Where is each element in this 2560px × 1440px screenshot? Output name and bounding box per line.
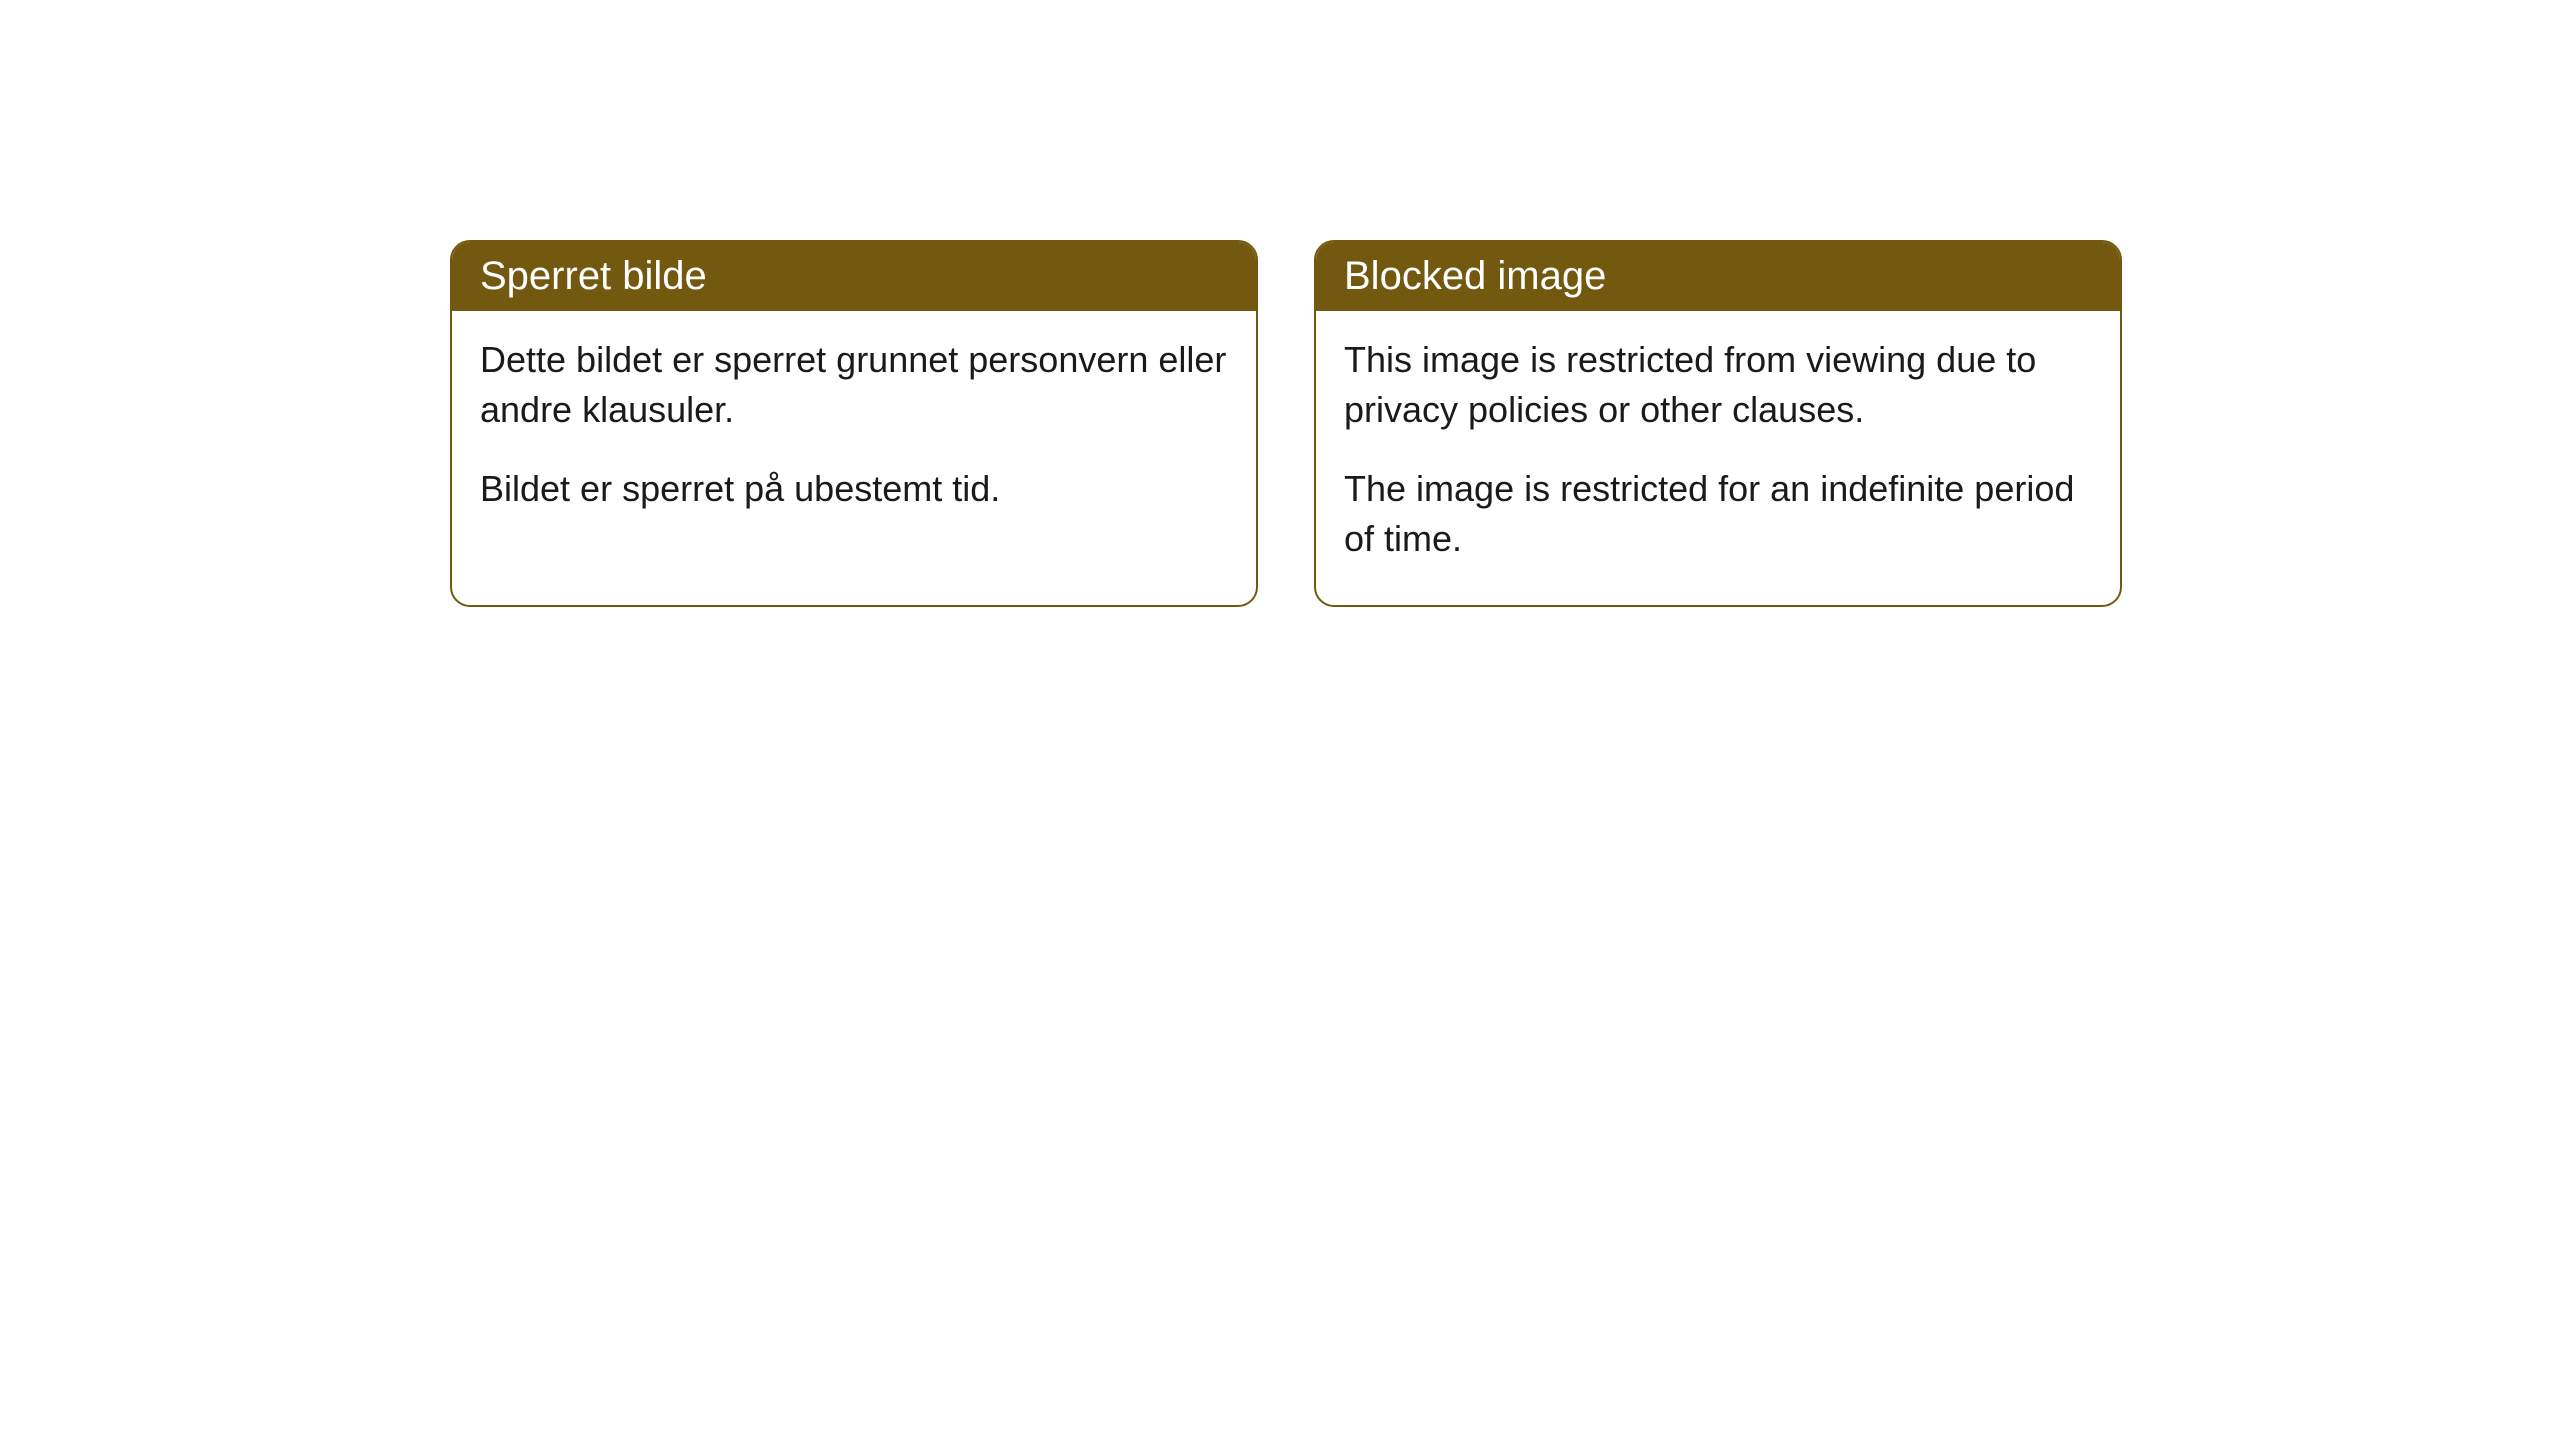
card-body-english: This image is restricted from viewing du… xyxy=(1316,311,2120,605)
card-paragraph-2-norwegian: Bildet er sperret på ubestemt tid. xyxy=(480,464,1228,514)
card-paragraph-1-norwegian: Dette bildet er sperret grunnet personve… xyxy=(480,335,1228,436)
card-header-norwegian: Sperret bilde xyxy=(452,242,1256,311)
card-paragraph-2-english: The image is restricted for an indefinit… xyxy=(1344,464,2092,565)
card-title-norwegian: Sperret bilde xyxy=(480,254,707,298)
notice-card-english: Blocked image This image is restricted f… xyxy=(1314,240,2122,607)
card-body-norwegian: Dette bildet er sperret grunnet personve… xyxy=(452,311,1256,554)
notice-cards-container: Sperret bilde Dette bildet er sperret gr… xyxy=(450,240,2122,607)
notice-card-norwegian: Sperret bilde Dette bildet er sperret gr… xyxy=(450,240,1258,607)
card-header-english: Blocked image xyxy=(1316,242,2120,311)
card-title-english: Blocked image xyxy=(1344,254,1606,298)
card-paragraph-1-english: This image is restricted from viewing du… xyxy=(1344,335,2092,436)
